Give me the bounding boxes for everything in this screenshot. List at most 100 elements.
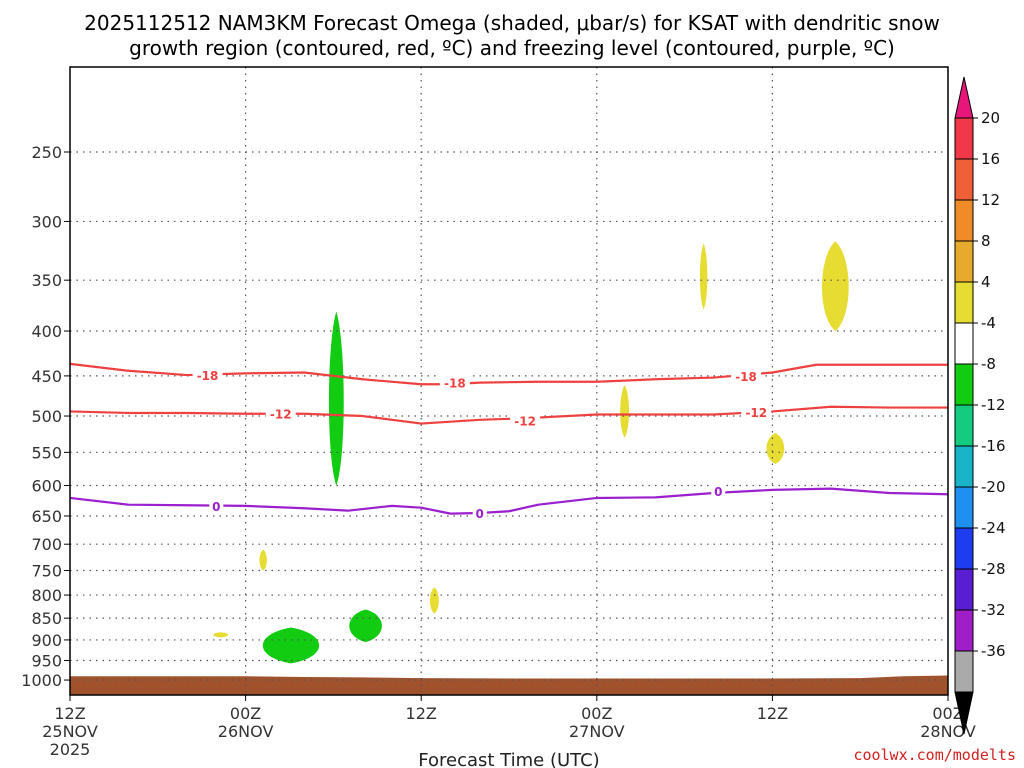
colorbar-bin-13 xyxy=(954,650,974,693)
contour-label-bg-0-1 xyxy=(439,374,470,390)
colorbar-tick-8: -16 xyxy=(981,437,1006,455)
colorbar-bin-12 xyxy=(954,609,974,652)
omega-region-1 xyxy=(262,627,320,664)
colorbar-bin-8 xyxy=(954,445,974,488)
time-tick-48-line1: 12Z xyxy=(757,704,788,723)
colorbar-tick-6: -8 xyxy=(981,355,996,373)
contour-label-0-1: -18 xyxy=(444,377,466,391)
colorbar-bin-6 xyxy=(954,363,974,406)
colorbar-tick-12: -32 xyxy=(981,601,1006,619)
pressure-tick-700: 700 xyxy=(31,535,62,554)
omega-region-0 xyxy=(328,311,344,486)
pressure-tick-350: 350 xyxy=(31,271,62,290)
site-credit: coolwx.com/modelts xyxy=(853,746,1016,764)
contour-label-bg-2-1 xyxy=(472,505,487,521)
time-tick-0-line3: 2025 xyxy=(50,740,91,759)
grid-lines xyxy=(70,67,948,695)
contour-label-1-0: -12 xyxy=(270,408,292,422)
time-tick-36-line2: 27NOV xyxy=(569,722,625,741)
colorbar-bin-4 xyxy=(954,281,974,324)
omega-region-7 xyxy=(259,549,267,571)
pressure-tick-400: 400 xyxy=(31,322,62,341)
colorbar-bin-7 xyxy=(954,404,974,447)
contour-label-2-2: 0 xyxy=(714,485,722,499)
colorbar-tick-5: -4 xyxy=(981,314,996,332)
colorbar-tick-4: 4 xyxy=(981,273,991,291)
colorbar-top-arrow xyxy=(954,76,974,119)
pressure-tick-950: 950 xyxy=(31,652,62,671)
colorbar-tick-2: 12 xyxy=(981,191,1000,209)
contour-label-1-2: -12 xyxy=(745,406,767,420)
ground-fill xyxy=(70,675,948,695)
contour-label-bg-2-0 xyxy=(209,497,224,513)
colorbar-bin-11 xyxy=(954,568,974,611)
pressure-tick-500: 500 xyxy=(31,407,62,426)
colorbar-tick-11: -28 xyxy=(981,560,1006,578)
pressure-axis: 250 300 350 400 450 500 550 600 650 700 750 800 850 9… xyxy=(21,143,70,690)
pressure-tick-1000: 1000 xyxy=(21,671,62,690)
omega-region-6 xyxy=(766,433,785,464)
chart-title-line1: 2025112512 NAM3KM Forecast Omega (shaded… xyxy=(84,11,940,35)
colorbar-bin-0 xyxy=(954,117,974,160)
colorbar-tick-3: 8 xyxy=(981,232,991,250)
time-tick-36-line1: 00Z xyxy=(581,704,612,723)
pressure-tick-300: 300 xyxy=(31,212,62,231)
omega-colorbar: 20 16 12 8 4 -4 -8 -12 -16 -20 -24 -28 -32 -36 xyxy=(954,76,1006,735)
omega-region-2 xyxy=(349,609,382,643)
omega-region-9 xyxy=(213,632,229,638)
contour-label-bg-0-0 xyxy=(192,367,223,383)
pressure-tick-850: 850 xyxy=(31,609,62,628)
pressure-tick-750: 750 xyxy=(31,561,62,580)
chart-title-line2: growth region (contoured, red, ºC) and f… xyxy=(129,36,895,60)
contour-label-bg-1-2 xyxy=(741,404,772,420)
x-axis-label: Forecast Time (UTC) xyxy=(418,750,599,768)
contour-label-0-0: -18 xyxy=(197,369,219,383)
contour-line-0 xyxy=(69,362,948,386)
omega-region-8 xyxy=(429,587,439,614)
pressure-tick-800: 800 xyxy=(31,586,62,605)
colorbar-tick-10: -24 xyxy=(981,519,1006,537)
contour-label-1-1: -12 xyxy=(514,415,536,429)
contour-label-bg-1-0 xyxy=(265,405,296,421)
time-tick-0-line2: 25NOV xyxy=(42,722,98,741)
contour-label-bg-2-2 xyxy=(711,483,726,499)
contour-label-0-2: -18 xyxy=(735,370,757,384)
colorbar-bin-2 xyxy=(954,199,974,242)
plot-area: -18 -18 -18 -12 -12 -12 0 0 0 xyxy=(69,66,949,696)
time-tick-60-line2: 28NOV xyxy=(920,722,976,741)
colorbar-tick-7: -12 xyxy=(981,396,1006,414)
pressure-tick-550: 550 xyxy=(31,443,62,462)
time-tick-0-line1: 12Z xyxy=(54,704,85,723)
time-tick-60-line1: 00Z xyxy=(932,704,963,723)
contour-line-1 xyxy=(69,405,948,425)
colorbar-tick-0: 20 xyxy=(981,109,1000,127)
time-tick-12-line2: 26NOV xyxy=(218,722,274,741)
pressure-tick-250: 250 xyxy=(31,143,62,162)
pressure-tick-450: 450 xyxy=(31,367,62,386)
contour-line-2 xyxy=(69,487,949,515)
colorbar-tick-13: -36 xyxy=(981,642,1006,660)
pressure-tick-600: 600 xyxy=(31,476,62,495)
colorbar-tick-9: -20 xyxy=(981,478,1006,496)
ground-layer xyxy=(70,675,948,695)
contour-label-bg-1-1 xyxy=(510,412,541,428)
pressure-tick-650: 650 xyxy=(31,507,62,526)
omega-region-3 xyxy=(699,243,708,310)
colorbar-bin-9 xyxy=(954,486,974,529)
colorbar-bottom-arrow xyxy=(954,691,974,735)
contour-label-2-1: 0 xyxy=(476,507,484,521)
contour-lines: -18 -18 -18 -12 -12 -12 0 0 0 xyxy=(69,362,949,521)
omega-shading xyxy=(213,241,849,664)
contour-label-bg-0-2 xyxy=(731,367,762,383)
colorbar-bin-10 xyxy=(954,527,974,570)
plot-frame xyxy=(69,66,949,696)
time-tick-12-line1: 00Z xyxy=(230,704,261,723)
omega-region-4 xyxy=(821,241,849,332)
colorbar-bin-1 xyxy=(954,158,974,201)
colorbar-bin-3 xyxy=(954,240,974,283)
colorbar-tick-1: 16 xyxy=(981,150,1000,168)
pressure-tick-900: 900 xyxy=(31,631,62,650)
omega-region-5 xyxy=(620,385,630,438)
